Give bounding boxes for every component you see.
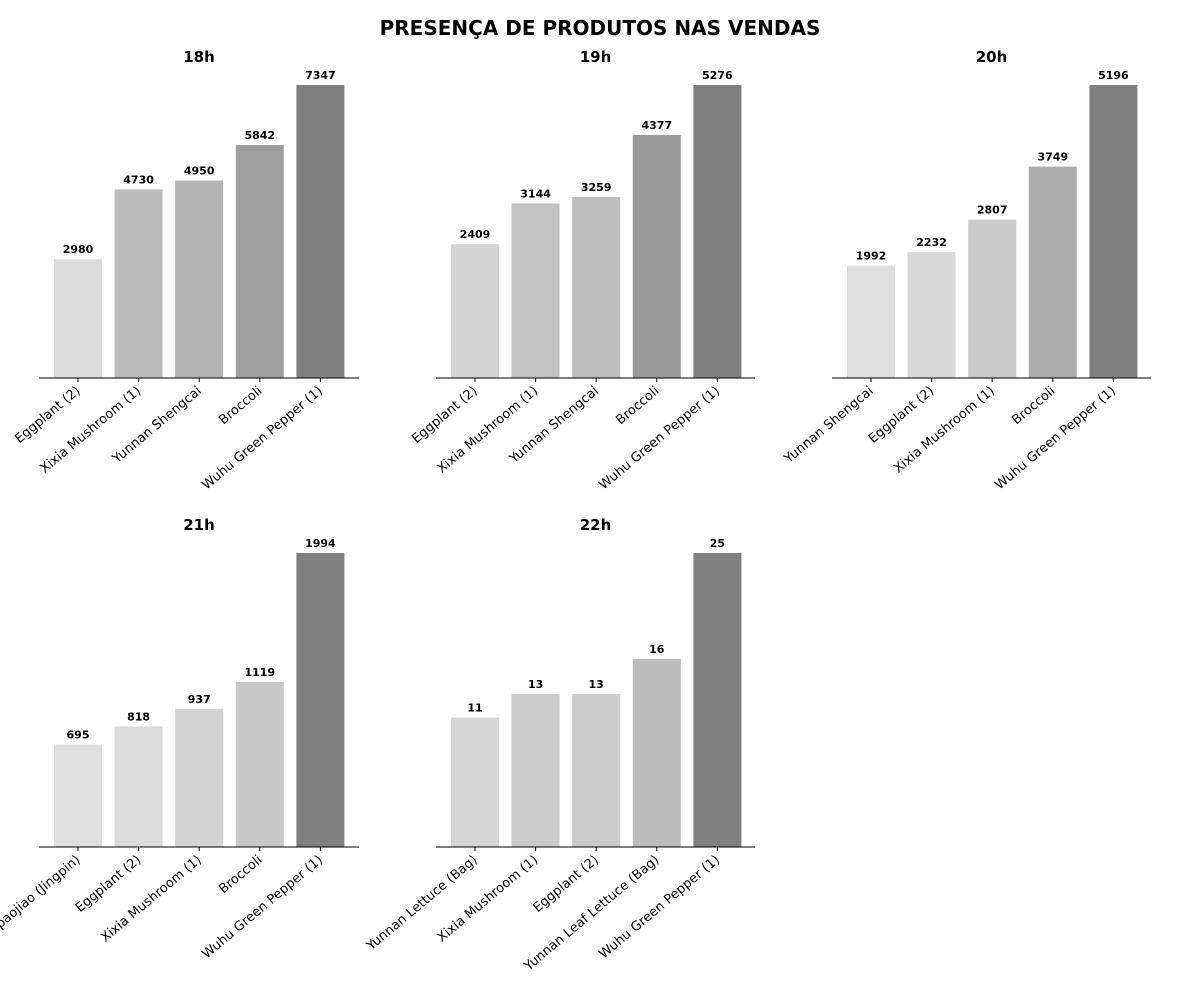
data-label: 937 (188, 693, 211, 706)
x-tick-label: Broccoli (1009, 384, 1058, 429)
bar (968, 219, 1017, 378)
chart-title: 22h (580, 516, 612, 534)
chart-title: 19h (580, 48, 612, 66)
bar (907, 252, 956, 378)
x-tick-label: Wuhu Green Pepper (1) (596, 384, 722, 494)
bar (296, 85, 345, 378)
bar (175, 708, 224, 847)
data-label: 3749 (1037, 151, 1068, 164)
bar (451, 244, 499, 378)
bar (175, 180, 224, 378)
bar (114, 189, 163, 378)
data-label: 4730 (123, 173, 154, 186)
data-label: 5842 (244, 129, 275, 142)
data-label: 3144 (520, 187, 551, 200)
x-tick-label: Wuhu Green Pepper (1) (199, 853, 325, 963)
data-label: 5276 (702, 69, 733, 82)
bar (632, 658, 681, 847)
data-label: 5196 (1098, 69, 1129, 82)
data-label: 695 (67, 729, 90, 742)
data-label: 2980 (63, 243, 94, 256)
x-tick-label: Broccoli (216, 384, 265, 429)
data-label: 1994 (305, 537, 336, 550)
bar (235, 145, 284, 378)
bar (114, 726, 163, 847)
data-label: 1119 (244, 666, 275, 679)
data-label: 4377 (641, 119, 672, 132)
bar (632, 134, 681, 378)
data-label: 13 (528, 678, 543, 691)
x-tick-label: Broccoli (216, 853, 265, 898)
x-tick-label: Wuhu Green Pepper (1) (199, 384, 325, 494)
x-tick-label: Wuhu Green Pepper (1) (992, 384, 1118, 494)
bar (54, 259, 102, 378)
bar (847, 265, 895, 378)
bar (1028, 166, 1077, 378)
data-label: 1992 (856, 250, 887, 263)
chart-title: 21h (183, 516, 215, 534)
chart-title: 18h (183, 48, 215, 66)
x-tick-label: Xixia Mushroom (1) (435, 853, 542, 946)
bar (235, 682, 284, 847)
data-label: 7347 (305, 69, 336, 82)
chart-panel-22h: 22h 11 Yunnan Lettuce (Bag) 13 Xixia Mushroo… (363, 516, 755, 975)
bar (693, 553, 742, 847)
data-label: 818 (127, 710, 150, 723)
x-tick-label: Xixia Mushroom (1) (891, 384, 998, 477)
bar (693, 85, 742, 378)
x-tick-label: Wuhu Green Pepper (1) (596, 853, 722, 963)
data-label: 2409 (460, 228, 491, 241)
data-label: 13 (589, 678, 604, 691)
bar (511, 203, 560, 378)
x-tick-label: Broccoli (613, 384, 662, 429)
data-label: 11 (467, 702, 482, 715)
data-label: 3259 (581, 181, 612, 194)
figure-title: PRESENÇA DE PRODUTOS NAS VENDAS (379, 16, 821, 40)
bar (572, 694, 621, 847)
x-tick-label: Xixia Mushroom (1) (435, 384, 542, 477)
data-label: 2807 (977, 204, 1008, 217)
data-label: 4950 (184, 165, 215, 178)
x-tick-label: Xixia Mushroom (1) (38, 384, 145, 477)
bar (572, 197, 621, 378)
bar (54, 744, 102, 847)
bar (296, 553, 345, 847)
x-tick-label: Paopaojiao (Jingpin) (0, 853, 84, 947)
data-label: 25 (710, 537, 725, 550)
bar (511, 694, 560, 847)
x-tick-label: Xixia Mushroom (1) (98, 853, 205, 946)
x-tick-label: Yunnan Shengcai (781, 384, 877, 468)
data-label: 2232 (916, 236, 947, 249)
data-label: 16 (649, 643, 665, 656)
chart-title: 20h (976, 48, 1008, 66)
bar (1089, 85, 1138, 378)
bar (451, 717, 499, 847)
x-tick-label: Yunnan Lettuce (Bag) (363, 853, 480, 955)
